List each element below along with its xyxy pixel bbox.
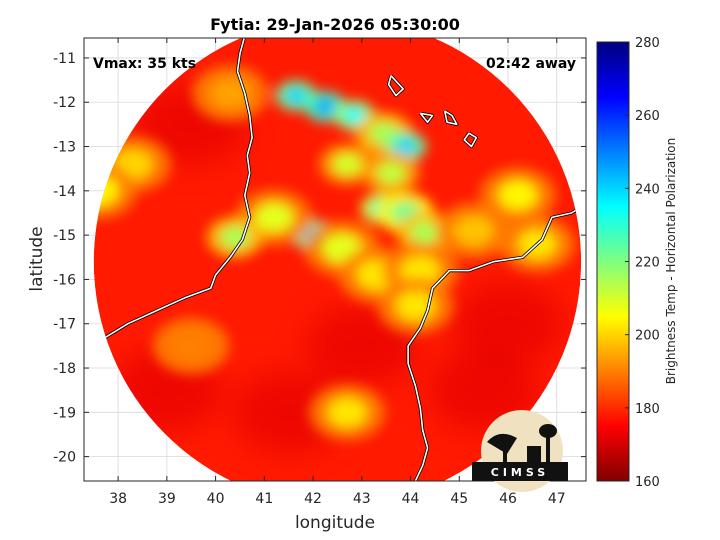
y-tick-label: -17: [53, 317, 76, 333]
swath-texture-patch: [428, 350, 539, 431]
swath-texture-patch: [233, 372, 344, 453]
colorbar-tick-label: 180: [635, 402, 660, 417]
chart-title: Fytia: 29-Jan-2026 05:30:00: [210, 15, 460, 34]
x-tick-label: 43: [353, 491, 371, 507]
x-tick-label: 46: [499, 491, 517, 507]
coastline: [419, 112, 434, 123]
y-tick-label: -15: [53, 228, 76, 244]
axes-box: [83, 37, 587, 482]
logo-banner: [472, 462, 568, 481]
x-axis-label: longitude: [295, 513, 375, 533]
feature-core: [394, 138, 417, 155]
x-tick-label: 40: [207, 491, 225, 507]
coastline: [93, 38, 253, 347]
feature-core: [254, 202, 295, 233]
y-tick-label: -11: [53, 51, 76, 67]
coastline: [443, 110, 458, 126]
y-axis-ticks: -11 -12 -13 -14 -15 -16 -17 -18 -19 -20: [53, 51, 586, 466]
y-tick-label: -20: [53, 450, 76, 466]
logo-building: [527, 446, 541, 462]
coastline: [463, 132, 478, 148]
coastline: [407, 203, 582, 481]
colorbar-tick-label: 240: [635, 182, 660, 197]
colorbar: [596, 41, 630, 482]
feature-core: [332, 153, 363, 176]
feature-core: [343, 107, 366, 124]
y-tick-label: -12: [53, 95, 76, 111]
x-tick-label: 38: [109, 491, 127, 507]
vmax-annotation: Vmax: 35 kts: [93, 56, 196, 72]
colorbar-tick-label: 260: [635, 109, 660, 124]
feature-core: [376, 161, 407, 185]
colorbar-tick-label: 200: [635, 329, 660, 344]
cimss-logo: CIMSS: [472, 410, 568, 492]
y-tick-label: -14: [53, 184, 76, 200]
time-away-annotation: 02:42 away: [486, 56, 576, 72]
colorbar-label: Brightness Temp - Horizontal Polarizatio…: [664, 138, 678, 385]
feature-core: [400, 255, 441, 286]
colorbar-tick-label: 160: [635, 475, 660, 490]
feature-core: [220, 226, 251, 249]
y-tick-label: -19: [53, 405, 76, 421]
y-tick-label: -13: [53, 140, 76, 156]
feature-core: [497, 180, 538, 211]
logo-tower-tank: [539, 424, 557, 438]
colorbar-tick-label: 280: [635, 36, 660, 51]
coastline: [387, 75, 404, 97]
logo-dish-stand: [503, 448, 507, 462]
y-axis-label: latitude: [27, 226, 47, 291]
x-axis-ticks: 38 39 40 41 42 43 44 45 46 47: [109, 38, 566, 507]
feature-core: [171, 330, 212, 361]
feature-core: [327, 397, 368, 428]
colorbar-tick-label: 220: [635, 256, 660, 271]
y-tick-label: -16: [53, 272, 76, 288]
logo-text: CIMSS: [491, 466, 549, 479]
feature-core: [410, 221, 441, 245]
y-tick-label: -18: [53, 361, 76, 377]
colorbar-ticks: 280 260 240 220 200 180 160: [625, 36, 660, 490]
feature-core: [210, 78, 251, 109]
x-tick-label: 44: [402, 491, 420, 507]
logo-tower-icon: [546, 435, 550, 463]
x-tick-label: 42: [304, 491, 322, 507]
x-tick-label: 47: [548, 491, 566, 507]
x-tick-label: 41: [255, 491, 273, 507]
x-tick-label: 39: [158, 491, 176, 507]
feature-core: [314, 98, 337, 115]
swath-texture-patch: [453, 283, 564, 364]
feature-core: [453, 215, 494, 246]
coastlines: [93, 38, 582, 481]
feature-core: [285, 87, 308, 104]
x-tick-label: 45: [450, 491, 468, 507]
logo-dish-icon: [487, 433, 517, 454]
